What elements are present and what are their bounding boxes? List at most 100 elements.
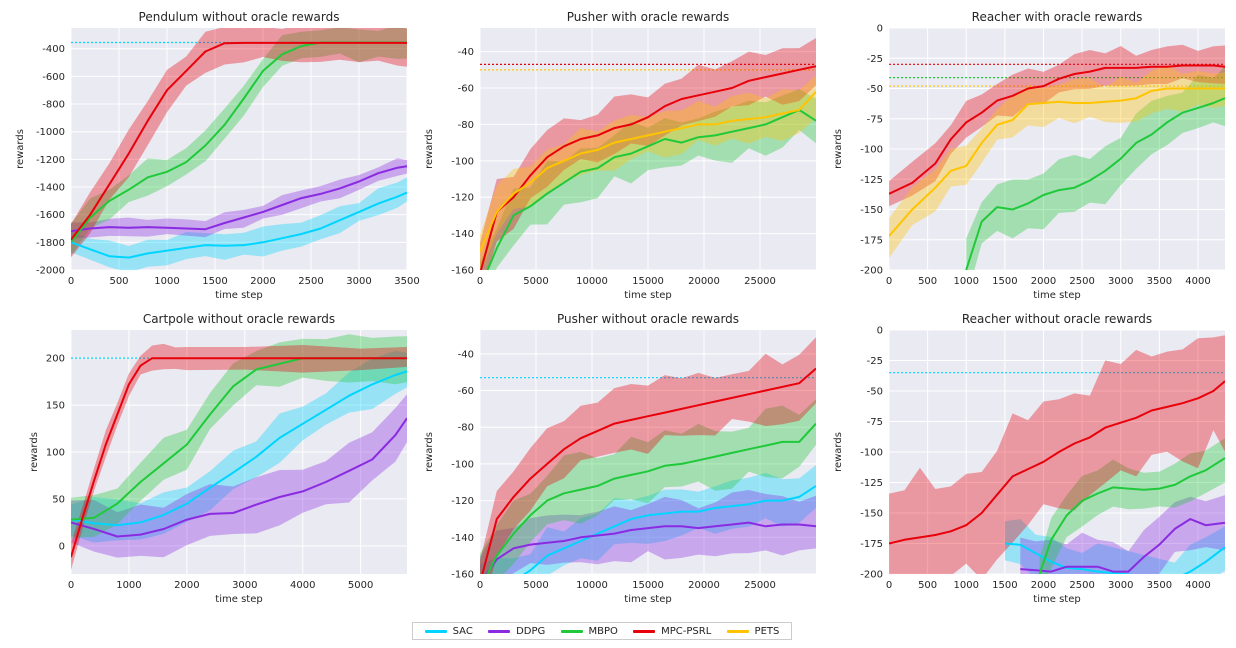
x-tick-label: 0 (68, 276, 74, 287)
chart-panel-pusher-with-oracle-rewards: 0 5000 10000 15000 20000 25000 -160 -140 -120 -10… (424, 10, 816, 301)
line-ddpg (71, 165, 407, 233)
y-tick-label: -175 (860, 539, 883, 550)
x-tick-label: 4000 (1185, 276, 1210, 287)
y-tick-label: -200 (860, 266, 883, 277)
chart-panel-cartpole-without-oracle-rewards: 0 1000 2000 3000 4000 5000 0 50 100 150 200 Cartpol… (29, 312, 407, 605)
legend-label-pets: PETS (754, 625, 780, 637)
x-tick-label: 1500 (992, 580, 1017, 591)
x-axis-label: time step (624, 594, 671, 605)
y-tick-label: -1800 (36, 238, 65, 249)
line-mbpo (486, 108, 816, 270)
band-mpc-psrl (71, 28, 407, 258)
line-mpc-psrl (480, 65, 816, 270)
band-sac (71, 177, 407, 270)
x-tick-label: 1000 (954, 276, 979, 287)
y-tick-label: -120 (451, 193, 474, 204)
y-tick-label: -160 (451, 266, 474, 277)
line-ddpg (71, 417, 407, 538)
y-tick-label: 50 (52, 494, 65, 505)
plot-content (889, 44, 1225, 270)
line-mpc-psrl (889, 380, 1225, 545)
x-tick-label: 1000 (154, 276, 179, 287)
plot-area (71, 28, 407, 270)
x-tick-label: 0 (68, 580, 74, 591)
x-tick-label: 3000 (232, 580, 257, 591)
legend-label-mpc-psrl: MPC-PSRL (661, 625, 712, 637)
line-pets (889, 87, 1225, 237)
x-tick-label: 2500 (1069, 580, 1094, 591)
legend-swatch-mbpo (560, 629, 583, 633)
figure-canvas: 0 500 1000 1500 2000 2500 3000 3500-2000-1800-1… (15, 10, 1225, 605)
band-sac (71, 350, 407, 543)
legend-label-ddpg: DDPG (516, 625, 546, 637)
legend-swatch-mpc-psrl (633, 629, 656, 633)
legend-swatch-sac (424, 629, 447, 633)
chart-title: Pendulum without oracle rewards (139, 10, 340, 24)
y-tick-label: -100 (860, 145, 883, 156)
band-mbpo (966, 66, 1225, 270)
y-tick-label: -1000 (36, 127, 65, 138)
band-sac (1004, 519, 1225, 574)
y-tick-label: -75 (867, 417, 883, 428)
x-tick-label: 500 (109, 276, 128, 287)
x-tick-label: 1500 (202, 276, 227, 287)
x-tick-label: 3000 (346, 276, 371, 287)
band-mpc-psrl (889, 44, 1225, 207)
x-tick-label: 2500 (1069, 276, 1094, 287)
x-tick-label: 2000 (250, 276, 275, 287)
y-tick-label: -140 (451, 533, 474, 544)
y-tick-label: -60 (458, 386, 474, 397)
y-tick-label: -75 (867, 114, 883, 125)
band-mbpo (480, 399, 816, 574)
line-mpc-psrl (481, 367, 816, 574)
line-mpc-psrl (71, 41, 407, 241)
band-pets (889, 65, 1225, 259)
line-mpc-psrl (71, 357, 407, 558)
line-mpc-psrl (889, 64, 1225, 195)
band-ddpg (1020, 495, 1225, 574)
y-tick-label: -40 (458, 349, 474, 360)
y-tick-label: -50 (867, 84, 883, 95)
band-mpc-psrl (480, 337, 816, 574)
x-tick-label: 3000 (1108, 276, 1133, 287)
chart-title: Pusher with oracle rewards (567, 10, 729, 24)
x-tick-label: 0 (886, 276, 892, 287)
plot-content (71, 334, 407, 570)
chart-title: Pusher without oracle rewards (557, 312, 739, 326)
y-tick-label: -600 (42, 72, 65, 83)
x-tick-label: 3000 (1108, 580, 1133, 591)
y-tick-label: 150 (46, 401, 65, 412)
x-tick-label: 25000 (744, 276, 776, 287)
legend-swatch-pets (726, 629, 749, 633)
y-tick-label: -200 (860, 570, 883, 581)
chart-title: Cartpole without oracle rewards (143, 312, 335, 326)
line-mbpo (486, 422, 816, 574)
y-tick-label: -2000 (36, 266, 65, 277)
x-tick-label: 4000 (290, 580, 315, 591)
x-tick-label: 3500 (1147, 276, 1172, 287)
legend: SAC DDPG MBPO MPC-PSRL PETS (412, 622, 792, 640)
x-tick-label: 2000 (1031, 580, 1056, 591)
chart-title: Reacher with oracle rewards (972, 10, 1143, 24)
band-ddpg (71, 158, 407, 239)
y-tick-label: -100 (860, 448, 883, 459)
y-tick-label: 100 (46, 448, 65, 459)
band-mpc-psrl (889, 335, 1225, 574)
line-ddpg (1020, 518, 1225, 573)
x-tick-label: 500 (918, 580, 937, 591)
y-tick-label: -125 (860, 478, 883, 489)
legend-item-ddpg: DDPG (488, 626, 545, 637)
chart-panel-pusher-without-oracle-rewards: 0 5000 10000 15000 20000 25000 -160 -140 -120 -10… (424, 312, 816, 605)
x-tick-label: 2000 (1031, 276, 1056, 287)
y-tick-label: -140 (451, 229, 474, 240)
legend-item-mpc-psrl: MPC-PSRL (633, 626, 711, 637)
x-tick-label: 0 (886, 580, 892, 591)
y-tick-label: 0 (59, 541, 65, 552)
x-axis-label: time step (1033, 594, 1080, 605)
x-axis-label: time step (215, 290, 262, 301)
plot-content (480, 337, 816, 574)
legend-item-sac: SAC (424, 626, 473, 637)
x-tick-label: 4000 (1185, 580, 1210, 591)
y-tick-label: -25 (867, 356, 883, 367)
x-tick-label: 15000 (632, 580, 664, 591)
